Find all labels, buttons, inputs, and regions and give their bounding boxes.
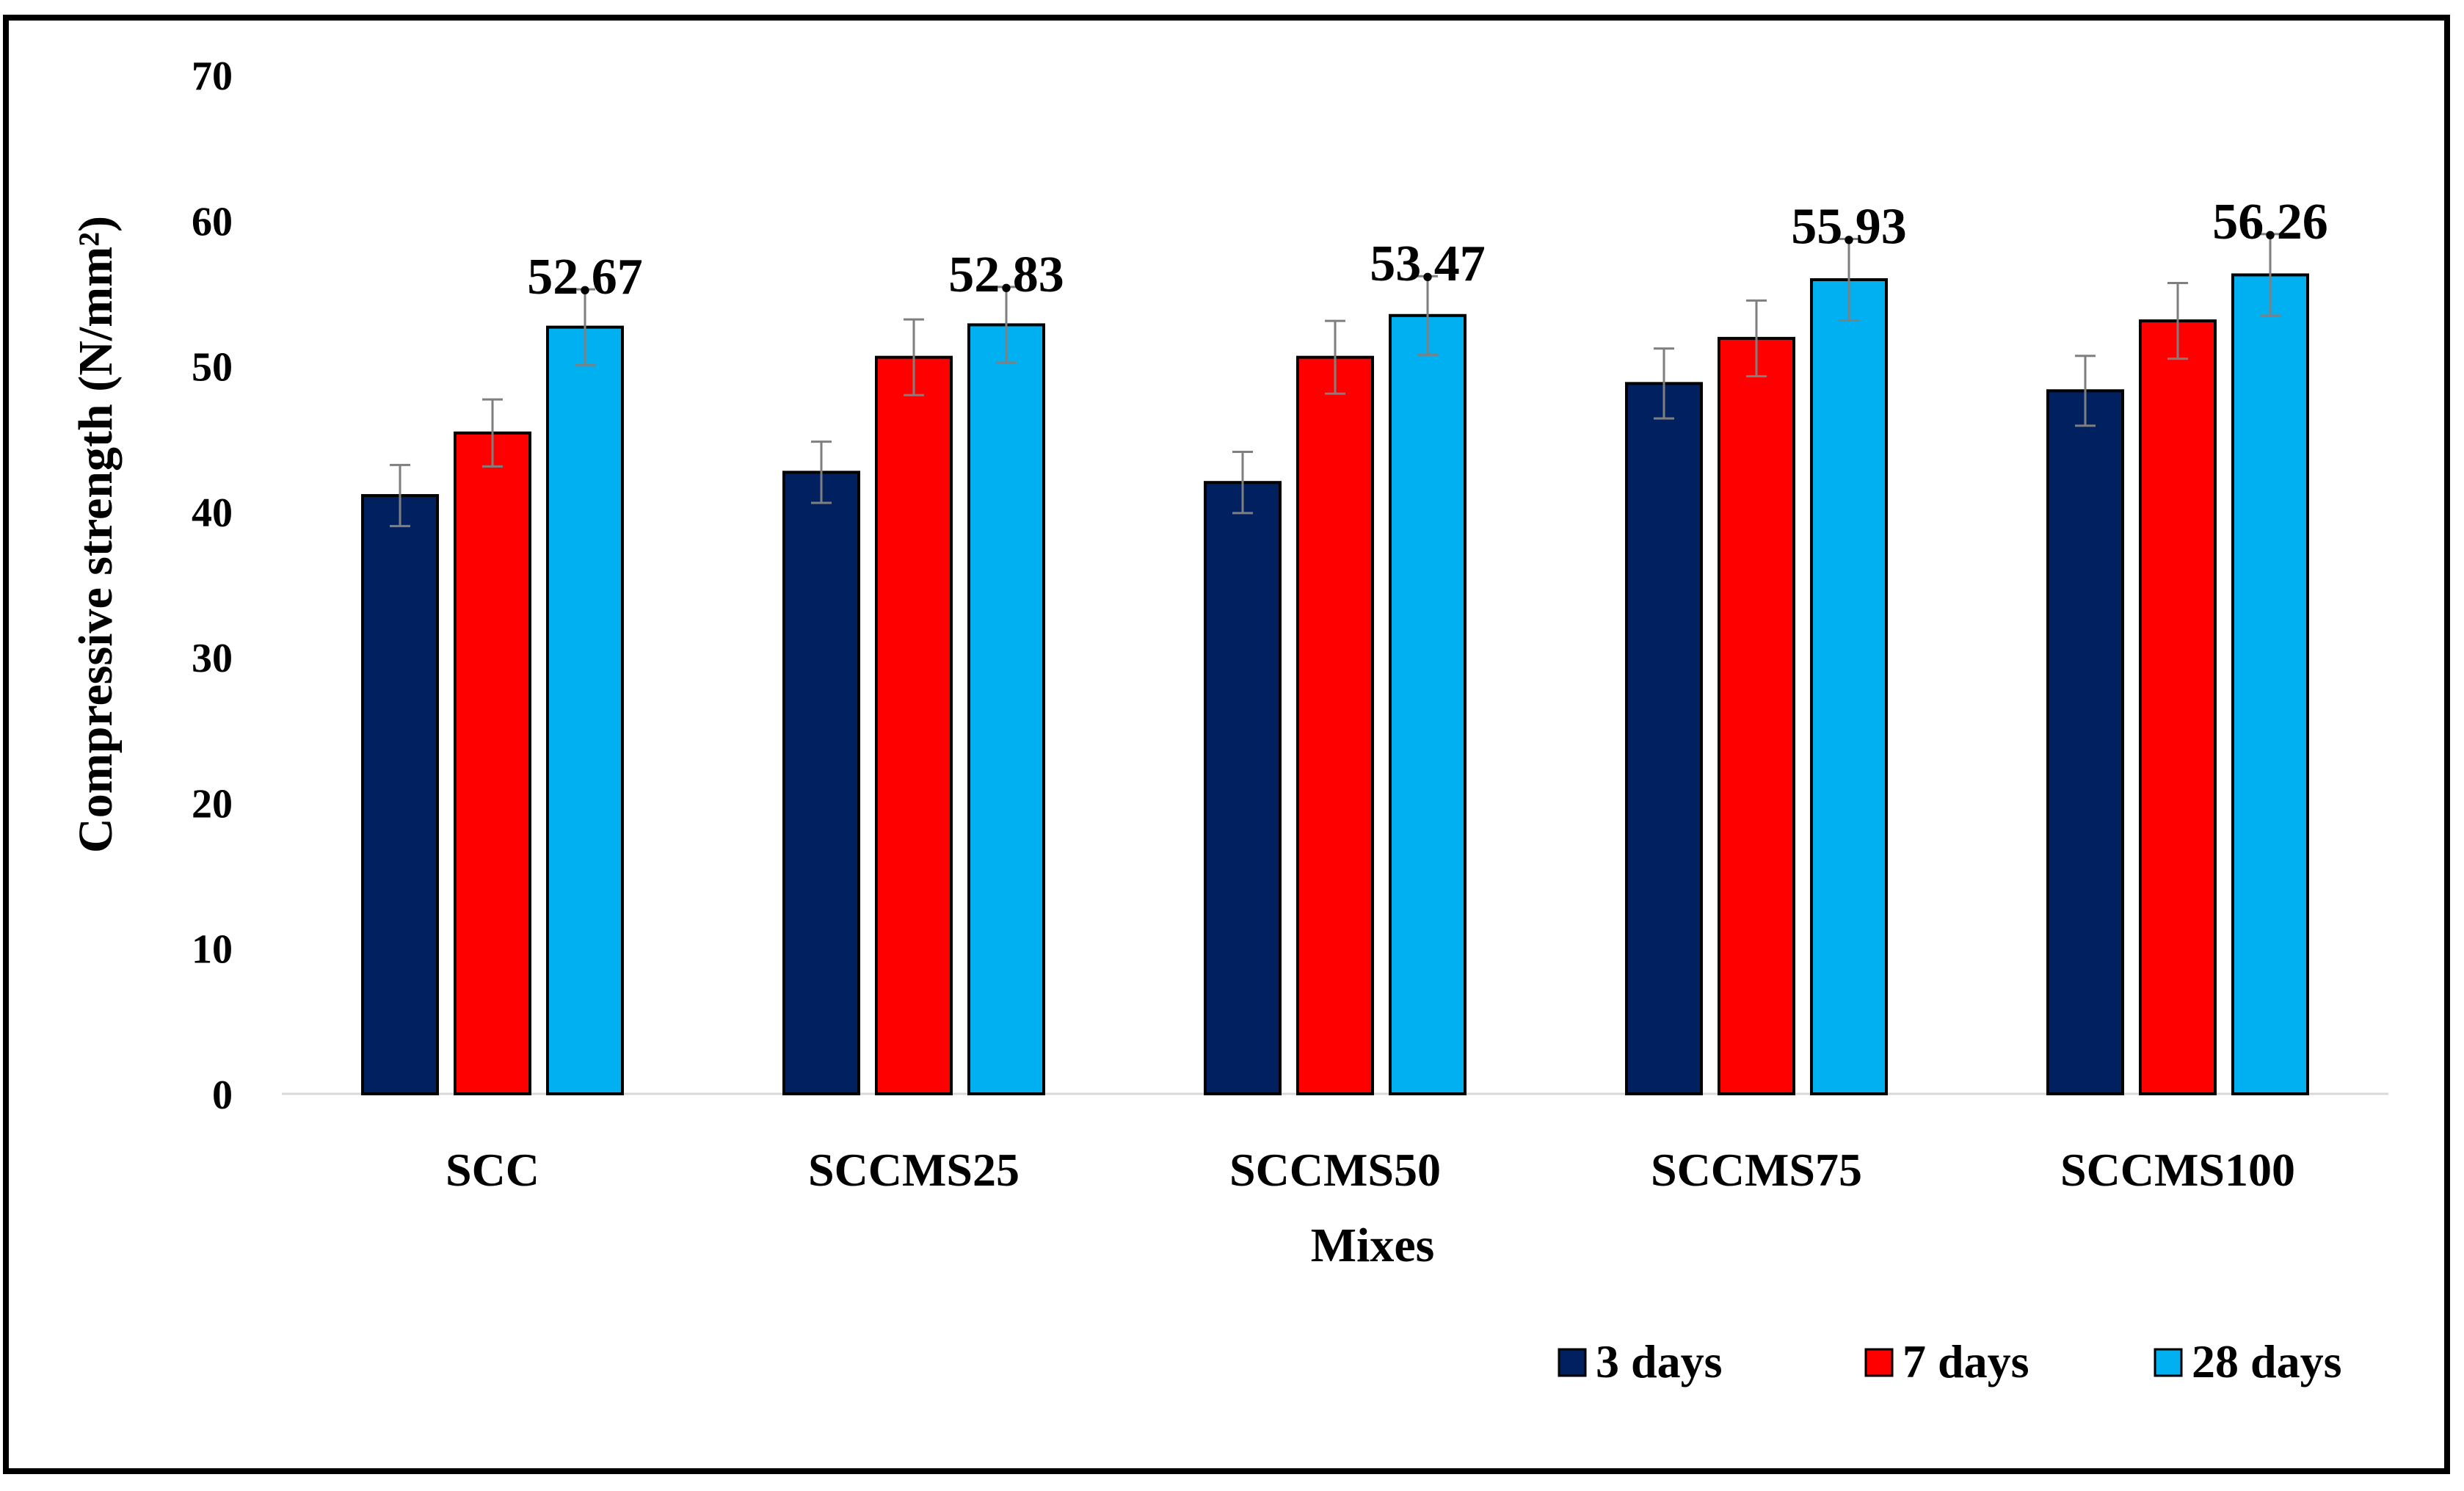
chart: 0 10 20 30 40 50 60 70 52.67 52.83 53.47 55.93 56.2… bbox=[69, 54, 2388, 1387]
bar-28-days-SCC bbox=[546, 325, 624, 1095]
error-bar bbox=[2260, 233, 2281, 317]
y-tick-label: 30 bbox=[192, 636, 233, 681]
y-axis-title: Compressive strength (N/mm²) bbox=[69, 216, 123, 853]
error-bar bbox=[482, 398, 503, 468]
bar-28-days-SCCMS50 bbox=[1389, 313, 1467, 1096]
data-label: 55.93 bbox=[1791, 198, 1907, 255]
bar-7-days-SCCMS100 bbox=[2139, 319, 2217, 1095]
y-tick-label: 60 bbox=[192, 199, 233, 244]
category-label: SCCMS25 bbox=[808, 1144, 1020, 1196]
legend-label: 28 days bbox=[2192, 1335, 2342, 1387]
data-label: 53.47 bbox=[1370, 236, 1486, 292]
category-labels: SCC SCCMS25 SCCMS50 SCCMS75 SCCMS100 bbox=[446, 1144, 2295, 1196]
error-bar bbox=[1325, 319, 1345, 395]
error-bar bbox=[904, 318, 924, 396]
y-tick-label: 10 bbox=[192, 927, 233, 973]
bar-3-days-SCCMS25 bbox=[782, 471, 860, 1095]
error-bar bbox=[1654, 347, 1674, 420]
legend-label: 7 days bbox=[1902, 1335, 2029, 1387]
category-label: SCCMS50 bbox=[1229, 1144, 1441, 1196]
x-axis-title: Mixes bbox=[1311, 1219, 1435, 1272]
error-bar bbox=[996, 286, 1017, 364]
y-tick-label: 0 bbox=[212, 1073, 233, 1118]
y-axis-ticks: 0 10 20 30 40 50 60 70 bbox=[192, 54, 233, 1118]
legend: 3 days 7 days 28 days bbox=[1558, 1335, 2342, 1387]
bar-7-days-SCCMS75 bbox=[1718, 336, 1795, 1096]
legend-item-28-days: 28 days bbox=[2154, 1335, 2342, 1387]
bars bbox=[361, 273, 2309, 1096]
data-label: 52.67 bbox=[527, 249, 643, 305]
legend-swatch bbox=[2154, 1348, 2183, 1377]
category-label: SCCMS75 bbox=[1651, 1144, 1862, 1196]
legend-swatch bbox=[1558, 1348, 1587, 1377]
error-bar bbox=[811, 440, 832, 504]
bar-3-days-SCCMS75 bbox=[1625, 382, 1703, 1095]
data-label: 52.83 bbox=[948, 247, 1064, 303]
error-bar bbox=[1746, 299, 1767, 377]
bar-28-days-SCCMS75 bbox=[1810, 277, 1888, 1095]
error-bar bbox=[2075, 355, 2096, 427]
bar-3-days-SCC bbox=[361, 494, 439, 1095]
error-bar bbox=[390, 463, 410, 528]
bar-7-days-SCCMS25 bbox=[875, 355, 953, 1096]
bar-7-days-SCCMS50 bbox=[1296, 355, 1374, 1096]
y-tick-label: 70 bbox=[192, 54, 233, 99]
bar-28-days-SCCMS25 bbox=[967, 323, 1045, 1096]
legend-item-3-days: 3 days bbox=[1558, 1335, 1723, 1387]
y-tick-label: 50 bbox=[192, 345, 233, 391]
bar-28-days-SCCMS100 bbox=[2231, 273, 2309, 1095]
bar-7-days-SCC bbox=[454, 431, 531, 1095]
error-bar bbox=[1232, 451, 1253, 515]
category-label: SCCMS100 bbox=[2060, 1144, 2295, 1196]
category-label: SCC bbox=[446, 1144, 539, 1196]
legend-label: 3 days bbox=[1596, 1335, 1723, 1387]
error-bars bbox=[390, 233, 2281, 528]
error-bar bbox=[1417, 275, 1438, 356]
chart-frame: 0 10 20 30 40 50 60 70 52.67 52.83 53.47 55.93 56.2… bbox=[3, 15, 2450, 1474]
bar-3-days-SCCMS50 bbox=[1204, 481, 1282, 1095]
error-bar bbox=[575, 288, 595, 366]
y-tick-label: 40 bbox=[192, 490, 233, 536]
bar-3-days-SCCMS100 bbox=[2046, 389, 2124, 1095]
legend-item-7-days: 7 days bbox=[1864, 1335, 2029, 1387]
error-bar bbox=[2167, 282, 2188, 360]
y-tick-label: 20 bbox=[192, 781, 233, 827]
legend-swatch bbox=[1864, 1348, 1894, 1377]
data-label: 56.26 bbox=[2212, 194, 2328, 250]
error-bar bbox=[1839, 237, 1859, 322]
data-labels: 52.67 52.83 53.47 55.93 56.26 bbox=[527, 194, 2328, 305]
